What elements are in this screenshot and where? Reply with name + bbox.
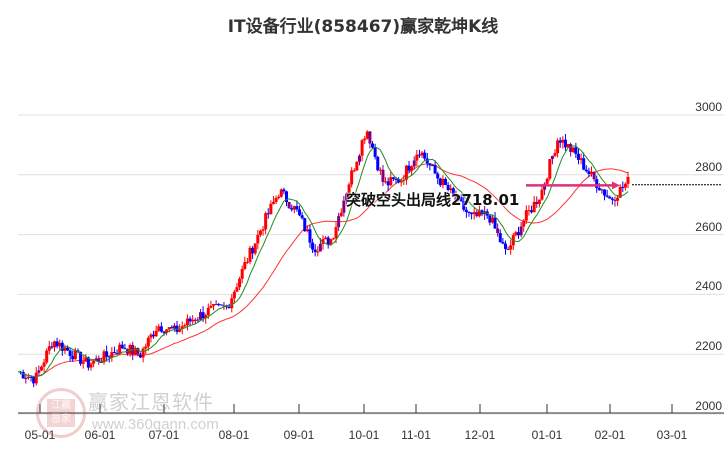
y-tick-label: 2800 xyxy=(695,159,722,174)
grid-lines xyxy=(18,114,724,415)
chart-title: IT设备行业(858467)赢家乾坤K线 xyxy=(227,17,499,37)
x-axis xyxy=(18,404,724,414)
candlesticks xyxy=(19,130,630,388)
x-tick-label: 05-01 xyxy=(24,428,56,442)
y-tick-label: 2600 xyxy=(695,219,722,234)
y-tick-label: 2400 xyxy=(695,279,722,294)
x-tick-label: 01-01 xyxy=(531,428,563,442)
x-tick-label: 11-01 xyxy=(401,428,431,442)
y-tick-label: 2200 xyxy=(695,339,722,354)
x-tick-label: 08-01 xyxy=(218,428,250,442)
breakout-annotation: 突破空头出局线2718.01 xyxy=(346,191,520,209)
short-moving-average-line xyxy=(17,145,629,378)
x-tick-label: 09-01 xyxy=(283,428,315,442)
x-tick-label: 07-01 xyxy=(148,428,180,442)
y-tick-label: 2000 xyxy=(695,399,722,413)
x-tick-label: 06-01 xyxy=(84,428,116,442)
breakout-line xyxy=(526,181,722,190)
x-tick-label: 03-01 xyxy=(656,428,688,442)
x-tick-label: 10-01 xyxy=(348,428,380,442)
x-tick-label: 02-01 xyxy=(594,428,626,442)
x-tick-label: 12-01 xyxy=(464,428,496,442)
y-tick-label: 3000 xyxy=(695,100,722,114)
